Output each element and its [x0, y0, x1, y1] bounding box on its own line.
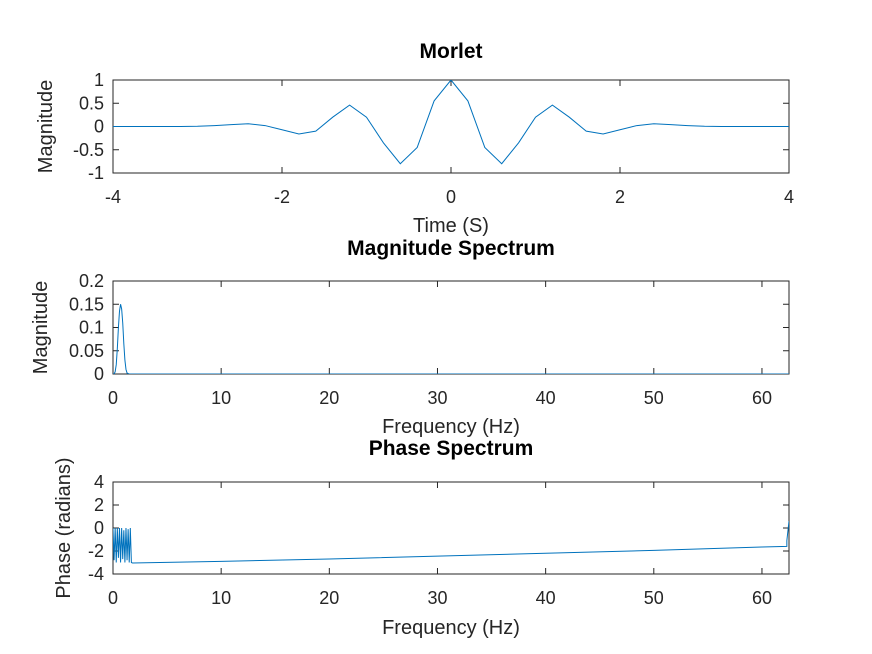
- series-line: [113, 80, 789, 165]
- y-tick-label: 0: [94, 364, 104, 384]
- x-axis-label: Frequency (Hz): [382, 617, 520, 639]
- x-tick-label: 10: [211, 388, 231, 408]
- y-tick-label: 1: [94, 70, 104, 90]
- x-tick-label: 40: [536, 588, 556, 608]
- x-tick-label: 50: [644, 388, 664, 408]
- y-tick-label: 0.05: [69, 341, 104, 361]
- chart-title: Magnitude Spectrum: [347, 237, 555, 260]
- y-tick-label: -1: [88, 163, 104, 183]
- y-tick-label: 0.2: [79, 271, 104, 291]
- x-tick-label: 0: [108, 388, 118, 408]
- series-line: [113, 521, 789, 564]
- chart-title: Phase Spectrum: [369, 437, 534, 460]
- subplot-3: 0 10 20 30 40 50 60 -4 -2 0 2 4 Phase Spectrum Freque…: [53, 437, 790, 639]
- y-tick-label: 0: [94, 117, 104, 137]
- y-axis-label: Magnitude: [35, 80, 57, 173]
- y-tick-label: 0: [94, 518, 104, 538]
- series-line: [113, 304, 789, 374]
- y-tick-label: 4: [94, 472, 104, 492]
- x-tick-label: 20: [319, 588, 339, 608]
- x-tick-label: 20: [319, 388, 339, 408]
- subplot-2: 0 10 20 30 40 50 60 0 0.05 0.1 0.15 0.2 Magnitude Sp…: [30, 237, 790, 438]
- x-axis-label: Time (S): [413, 215, 489, 237]
- x-tick-label: -2: [274, 187, 290, 207]
- x-tick-label: 4: [784, 187, 794, 207]
- y-tick-label: -4: [88, 564, 104, 584]
- y-tick-label: -0.5: [73, 140, 104, 160]
- y-tick-label: 0.15: [69, 294, 104, 314]
- x-tick-label: 10: [211, 588, 231, 608]
- x-tick-label: 0: [446, 187, 456, 207]
- x-tick-label: 0: [108, 588, 118, 608]
- x-tick-label: -4: [105, 187, 121, 207]
- y-axis-label: Magnitude: [30, 281, 52, 374]
- x-tick-label: 30: [427, 588, 447, 608]
- axes-frame: [112, 280, 790, 375]
- axes-frame: [112, 79, 790, 174]
- x-tick-label: 60: [752, 588, 772, 608]
- subplot-1: -4 -2 0 2 4 -1 -0.5 0 0.5 1 Morlet Time (S) Magnitud…: [35, 40, 794, 237]
- axes-frame: [112, 481, 790, 575]
- chart-title: Morlet: [420, 40, 483, 63]
- x-tick-label: 60: [752, 388, 772, 408]
- y-tick-label: -2: [88, 541, 104, 561]
- x-tick-label: 2: [615, 187, 625, 207]
- y-axis-label: Phase (radians): [53, 457, 75, 598]
- y-tick-label: 0.5: [79, 93, 104, 113]
- x-axis-label: Frequency (Hz): [382, 416, 520, 438]
- x-tick-label: 50: [644, 588, 664, 608]
- y-tick-label: 2: [94, 495, 104, 515]
- x-tick-label: 40: [536, 388, 556, 408]
- y-tick-label: 0.1: [79, 318, 104, 338]
- x-tick-label: 30: [427, 388, 447, 408]
